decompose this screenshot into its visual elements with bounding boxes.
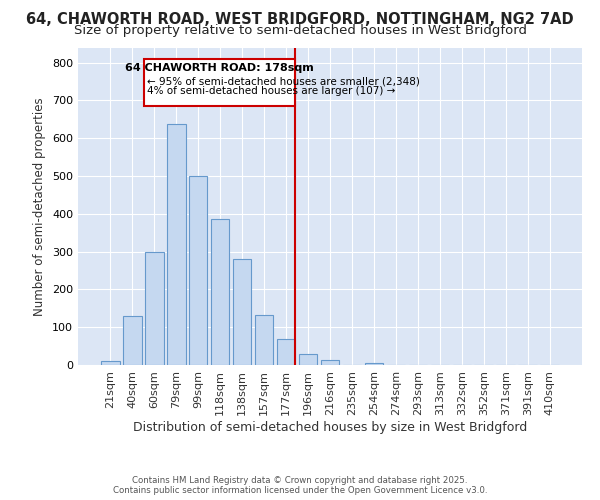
Bar: [145, 252, 164, 365]
Bar: [320, 360, 340, 365]
Bar: [299, 354, 317, 365]
X-axis label: Distribution of semi-detached houses by size in West Bridgford: Distribution of semi-detached houses by …: [133, 420, 527, 434]
Bar: [277, 338, 295, 365]
Text: 64 CHAWORTH ROAD: 178sqm: 64 CHAWORTH ROAD: 178sqm: [125, 62, 314, 72]
Bar: [167, 124, 185, 365]
Text: 64, CHAWORTH ROAD, WEST BRIDGFORD, NOTTINGHAM, NG2 7AD: 64, CHAWORTH ROAD, WEST BRIDGFORD, NOTTI…: [26, 12, 574, 28]
Bar: [233, 259, 251, 365]
Bar: [365, 363, 383, 365]
Bar: [101, 361, 119, 365]
Bar: [211, 220, 229, 365]
FancyBboxPatch shape: [145, 59, 295, 106]
Text: 4% of semi-detached houses are larger (107) →: 4% of semi-detached houses are larger (1…: [147, 86, 395, 97]
Y-axis label: Number of semi-detached properties: Number of semi-detached properties: [34, 97, 46, 316]
Bar: [255, 315, 274, 365]
Text: Size of property relative to semi-detached houses in West Bridgford: Size of property relative to semi-detach…: [74, 24, 527, 37]
Text: Contains HM Land Registry data © Crown copyright and database right 2025.
Contai: Contains HM Land Registry data © Crown c…: [113, 476, 487, 495]
Bar: [123, 316, 142, 365]
Bar: [189, 176, 208, 365]
Text: ← 95% of semi-detached houses are smaller (2,348): ← 95% of semi-detached houses are smalle…: [147, 76, 420, 86]
